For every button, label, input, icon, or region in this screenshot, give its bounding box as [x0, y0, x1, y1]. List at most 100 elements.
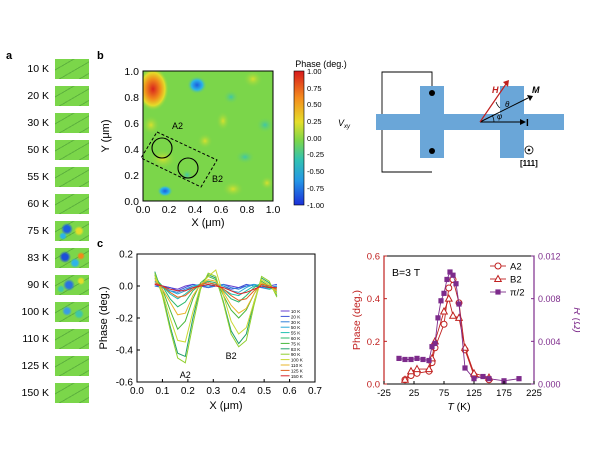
strip-temperature-label: 150 K: [21, 387, 49, 399]
chart-d-ytick-right-label: 0.008: [538, 294, 561, 304]
strip-phase-tile: [55, 275, 89, 295]
chart-c-xtick-label: 0.5: [257, 386, 271, 397]
chart-d-point-pi2: [420, 356, 426, 363]
chart-c-series-line: [154, 283, 277, 295]
colorbar: [293, 70, 305, 206]
svg-text:1.00: 1.00: [307, 67, 322, 76]
chart-c-legend-label: 83 K: [291, 347, 301, 352]
chart-d-point-b2: [469, 368, 479, 377]
map-x-ticks: 0.0 0.2 0.4 0.6 0.8 1.0: [136, 204, 281, 216]
chart-c-legend-label: 30 K: [291, 320, 301, 325]
chart-c-legend-label: 100 K: [291, 358, 304, 363]
selection-box: [140, 131, 218, 188]
chart-c-xlabel: X (μm): [209, 400, 242, 412]
chart-d-point-pi2: [453, 281, 459, 287]
svg-text:1.0: 1.0: [266, 204, 281, 216]
chart-d-field-label: B=3 T: [392, 267, 421, 279]
chart-d-point-pi2: [450, 272, 456, 278]
chart-d-ylabel-right: R (Ω): [571, 307, 580, 332]
chart-c-annotation: A2: [180, 370, 191, 380]
svg-text:-0.75: -0.75: [307, 184, 324, 193]
strip-phase-tile: [55, 221, 89, 241]
chart-c-ytick-label: -0.4: [116, 346, 134, 357]
chart-d-point-b2: [412, 364, 422, 373]
strip-row: 100 K: [3, 301, 89, 323]
chart-d-point-pi2: [444, 276, 450, 283]
chart-d-xtick-label: 225: [526, 388, 542, 399]
chart-d-legend-marker: [495, 289, 501, 295]
strip-phase-tile: [55, 383, 89, 403]
chart-c-xtick-label: 0.0: [130, 386, 144, 397]
chart-c-legend-label: 75 K: [291, 341, 301, 346]
chart-d-point-a2: [440, 320, 448, 328]
svg-text:0.75: 0.75: [307, 84, 322, 93]
chart-d-xtick-label: 175: [496, 388, 512, 399]
chart-c-legend-label: 125 K: [291, 368, 304, 373]
strip-phase-tile: [55, 356, 89, 376]
chart-c-annotation: B2: [226, 351, 237, 361]
strip-row: 30 K: [3, 112, 89, 134]
temperature-strip: 10 K 20 K 30 K 50 K 55 K 60 K 75 K 83 K 90 K 100 …: [0, 58, 92, 410]
svg-text:-0.25: -0.25: [307, 150, 324, 159]
theta-label: θ: [505, 100, 510, 109]
chart-c-xtick-label: 0.6: [283, 386, 297, 397]
strip-temperature-label: 50 K: [27, 144, 49, 156]
chart-c-legend-label: 90 K: [291, 352, 301, 357]
phase-profile-chart: 0.0 0.1 0.2 0.3 0.4 0.5 0.6 0.7 -0.6 -0.4 -0.2 0.0 0…: [98, 250, 322, 413]
chart-c-legend-label: 60 K: [291, 336, 301, 341]
chart-c-ytick-label: 0.0: [119, 282, 133, 293]
chart-d-point-pi2: [396, 355, 402, 361]
chart-d-xtick-label: 125: [466, 388, 482, 399]
chart-d-point-b2: [448, 311, 458, 319]
panel-label-c: c: [97, 238, 104, 250]
chart-d-point-pi2: [471, 376, 477, 382]
chart-d-ytick-right-label: 0.012: [538, 252, 561, 262]
strip-phase-tile: [55, 329, 89, 349]
chart-d-point-b2: [439, 306, 449, 315]
strip-row: 90 K: [3, 274, 89, 296]
spot-a2: [151, 137, 173, 159]
strip-temperature-label: 110 K: [22, 333, 49, 345]
chart-d-point-pi2: [408, 356, 414, 363]
chart-d-point-pi2: [402, 356, 408, 363]
strip-row: 55 K: [3, 166, 89, 188]
svg-text:0.00: 0.00: [307, 134, 322, 143]
svg-text:0.0: 0.0: [136, 204, 151, 216]
chart-d-legend-label: π/2: [510, 288, 524, 299]
map-y-label: Y (μm): [100, 119, 112, 152]
chart-d-point-pi2: [447, 269, 453, 275]
chart-d-xlabel: T (K): [447, 401, 470, 413]
chart-c-xtick-label: 0.7: [308, 386, 322, 397]
chart-d-series-line: [404, 278, 490, 381]
strip-row: 150 K: [3, 382, 89, 404]
svg-text:-0.50: -0.50: [307, 167, 324, 176]
chart-c-xtick-label: 0.2: [181, 386, 195, 397]
chart-d-point-b2: [424, 364, 434, 373]
chart-d-point-pi2: [429, 344, 435, 350]
svg-text:0.50: 0.50: [307, 100, 322, 109]
map-y-ticks: 0.0 0.2 0.4 0.6 0.8 1.0: [124, 66, 139, 208]
chart-d-point-pi2: [501, 378, 507, 384]
strip-row: 75 K: [3, 220, 89, 242]
magnetization-m-label: M: [532, 85, 540, 95]
chart-d-point-a2: [445, 284, 453, 292]
chart-d-ytick-label: 0.2: [367, 337, 380, 348]
chart-c-xtick-label: 0.3: [206, 386, 220, 397]
chart-d-ytick-label: 0.4: [367, 294, 380, 305]
strip-temperature-label: 20 K: [27, 90, 49, 102]
svg-text:0.6: 0.6: [214, 204, 229, 216]
svg-text:0.2: 0.2: [162, 204, 177, 216]
phase-vs-temperature-chart: -25 25 75 125 175 225 0.0 0.2 0.4 0.6 0.000 0.004 0.…: [351, 252, 580, 414]
strip-temperature-label: 55 K: [27, 171, 49, 183]
chart-c-ytick-label: -0.2: [116, 314, 134, 325]
chart-d-xtick-label: 25: [409, 388, 420, 399]
chart-d-point-pi2: [426, 357, 432, 364]
hall-bar-channel: [376, 114, 564, 130]
strip-row: 110 K: [3, 328, 89, 350]
strip-row: 50 K: [3, 139, 89, 161]
direction-label: [111]: [520, 159, 538, 168]
spot-label-a2: A2: [172, 121, 183, 131]
chart-d-ytick-label: 0.0: [367, 380, 380, 391]
strip-row: 125 K: [3, 355, 89, 377]
strip-phase-tile: [55, 194, 89, 214]
